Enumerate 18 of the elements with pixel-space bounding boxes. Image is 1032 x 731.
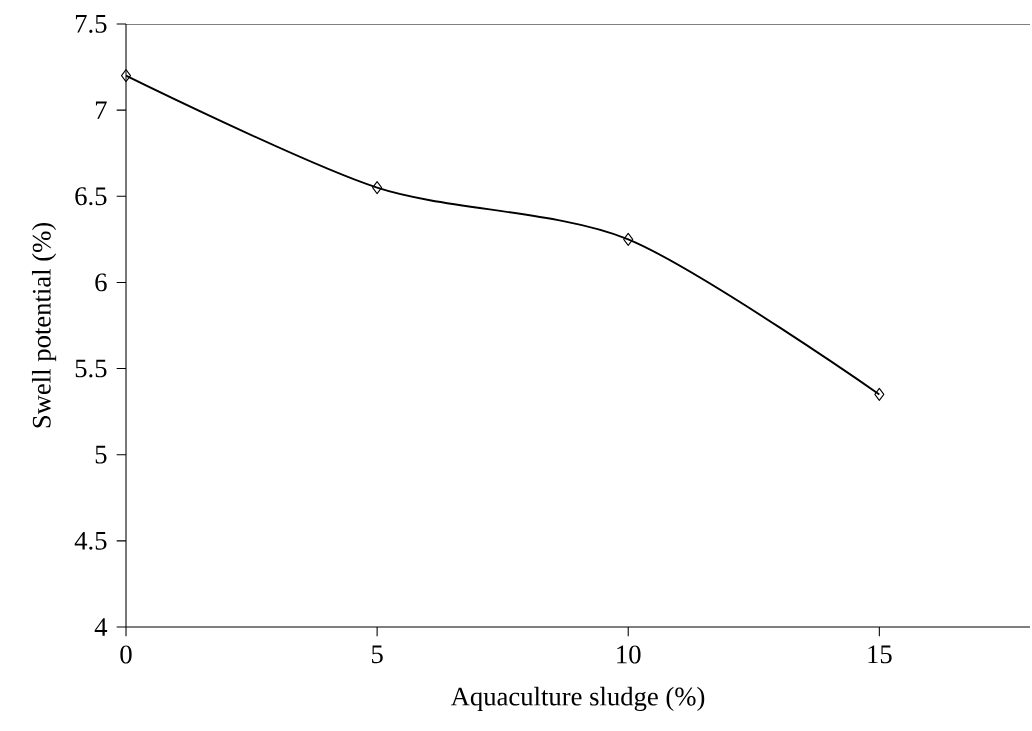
y-tick-label: 7.5 [75,15,107,33]
y-tick-label: 6 [95,273,107,292]
point [623,232,634,246]
x-tick-label: 15 [868,645,892,664]
x-tick-label: 0 [120,645,132,664]
y-tick-label: 7 [95,101,107,119]
y-tick-label: 4.5 [74,531,107,550]
point [874,387,885,401]
point [372,181,383,195]
y-tick-label: 6.5 [75,187,107,206]
x-axis-title: Aquaculture sludge (%) [450,686,705,712]
y-tick-label: 5 [95,445,107,464]
point [120,69,132,83]
y-tick-label: 4 [94,618,108,636]
y-axis-title: Swell potential (%) [31,222,57,428]
y-tick-label: 5.5 [75,359,107,378]
x-tick-label: 5 [372,645,383,664]
x-tick-label: 10 [617,645,641,664]
